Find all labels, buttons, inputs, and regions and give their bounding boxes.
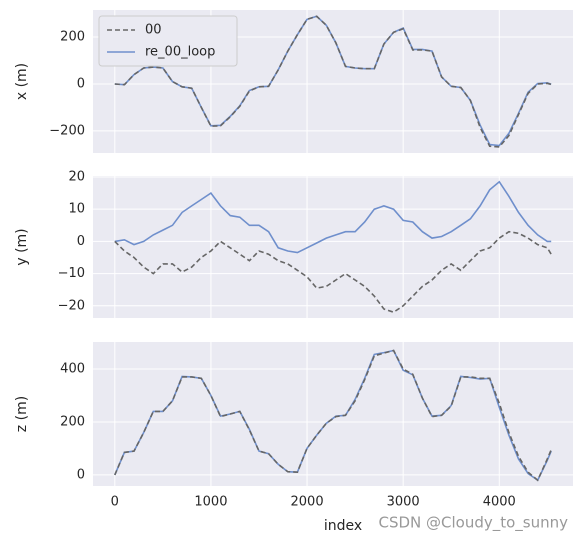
y-tick-label: 0 xyxy=(77,76,85,91)
y-tick-label: 10 xyxy=(68,202,85,217)
x-tick-label: 3000 xyxy=(387,495,420,510)
series-line xyxy=(114,230,552,314)
y-tick-label: −200 xyxy=(49,123,85,138)
y-tick-label: −20 xyxy=(58,298,85,313)
x-tick-label: 1000 xyxy=(194,495,227,510)
y-axis-label: x (m) xyxy=(14,63,30,100)
y-tick-label: 400 xyxy=(60,362,85,377)
y-tick-label: 200 xyxy=(60,30,85,45)
x-tick-label: 0 xyxy=(111,495,119,510)
plot-area xyxy=(93,176,573,318)
legend-box xyxy=(98,15,238,67)
y-axis-label: z (m) xyxy=(14,396,30,432)
plot-area xyxy=(93,342,573,486)
y-tick-label: −10 xyxy=(58,266,85,281)
legend-label: 00 xyxy=(145,23,162,38)
series-line xyxy=(114,15,552,148)
y-axis-label: y (m) xyxy=(14,228,30,265)
y-tick-label: 0 xyxy=(77,467,85,482)
x-tick-label: 4000 xyxy=(483,495,516,510)
series-line xyxy=(114,349,552,482)
legend-label: re_00_loop xyxy=(145,45,215,60)
y-tick-label: 200 xyxy=(60,414,85,429)
x-axis-label: index xyxy=(324,518,362,534)
series-line xyxy=(114,180,552,254)
x-tick-label: 2000 xyxy=(291,495,324,510)
y-tick-label: 0 xyxy=(77,234,85,249)
y-tick-label: 20 xyxy=(68,169,85,184)
watermark: CSDN @Cloudy_to_sunny xyxy=(378,514,568,533)
